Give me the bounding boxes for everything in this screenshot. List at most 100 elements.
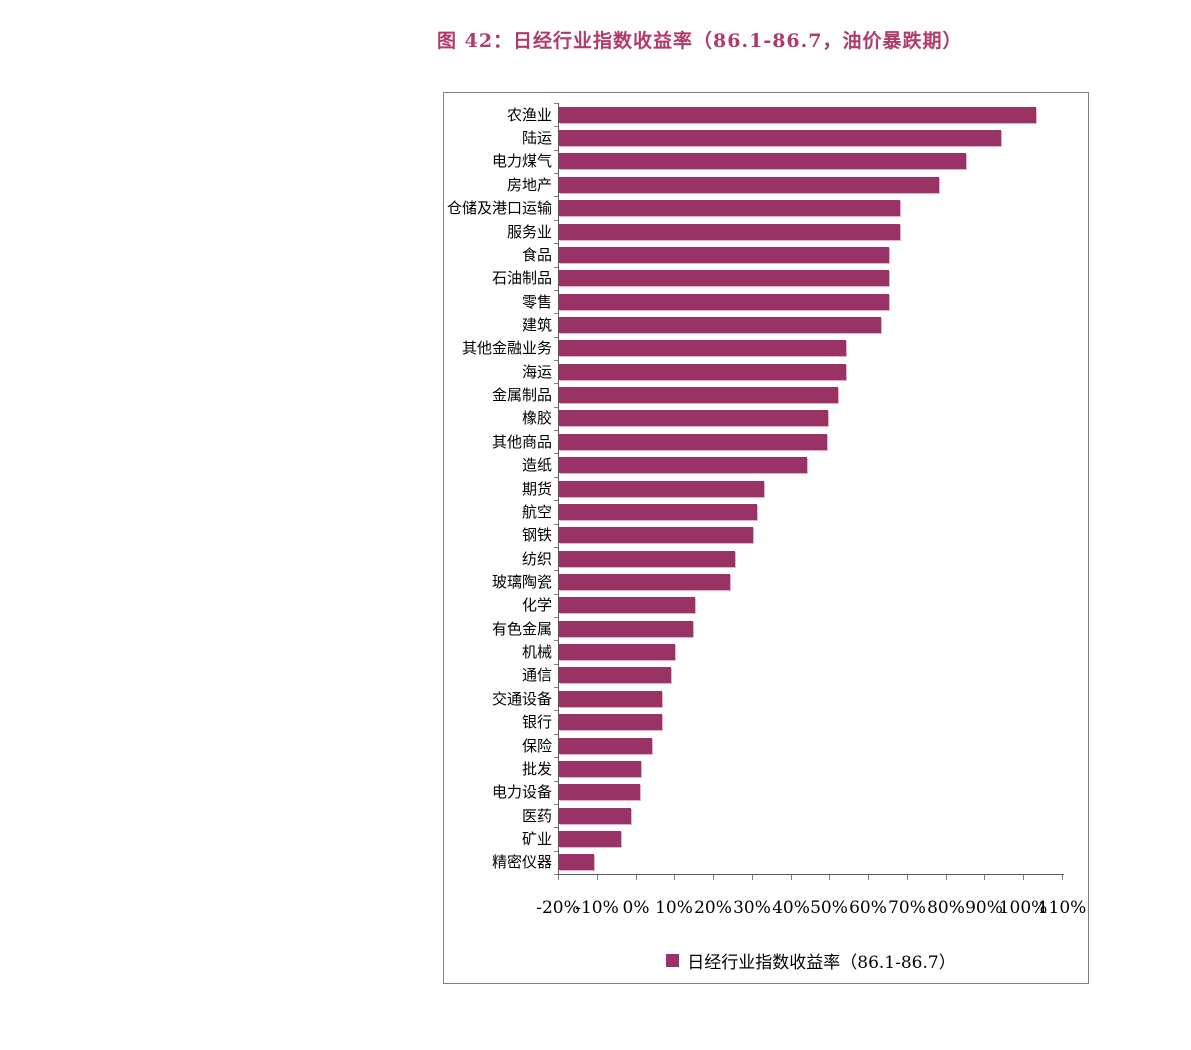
x-axis-tick (829, 875, 830, 880)
category-label: 建筑 (521, 315, 552, 334)
category-label: 钢铁 (521, 526, 552, 545)
y-axis-tick (554, 851, 558, 852)
category-label: 造纸 (521, 456, 552, 475)
bar-石油制品 (559, 270, 889, 287)
bar-医药 (559, 807, 631, 824)
x-axis-tick (984, 875, 985, 880)
x-axis-tick (1062, 875, 1063, 880)
x-axis-tick-label: -10% (575, 898, 619, 918)
category-label: 服务业 (506, 222, 552, 241)
y-axis-tick (554, 103, 558, 104)
y-axis-tick (554, 430, 558, 431)
bar-银行 (559, 714, 662, 731)
category-label: 其他商品 (491, 432, 552, 451)
category-label: 仓储及港口运输 (446, 199, 552, 218)
x-axis-tick (907, 875, 908, 880)
figure-title: 图 42：日经行业指数收益率（86.1-86.7，油价暴跌期） (437, 30, 963, 52)
y-axis-tick (554, 594, 558, 595)
category-label: 电力设备 (491, 783, 552, 802)
y-axis-tick (554, 267, 558, 268)
bar-航空 (559, 503, 757, 520)
category-label: 保险 (521, 736, 552, 755)
category-label: 橡胶 (521, 409, 552, 428)
y-axis-tick (554, 687, 558, 688)
x-axis-tick-label: 80% (927, 898, 965, 918)
y-axis-tick (554, 337, 558, 338)
category-label: 金属制品 (491, 386, 552, 405)
category-label: 零售 (521, 292, 552, 311)
y-axis-tick (554, 196, 558, 197)
x-axis-tick-label: 60% (849, 898, 887, 918)
category-label: 农渔业 (506, 105, 552, 124)
bar-化学 (559, 597, 695, 614)
bar-服务业 (559, 223, 900, 240)
bar-橡胶 (559, 410, 828, 427)
legend-marker-square (666, 953, 680, 967)
x-axis-tick-label: 50% (810, 898, 848, 918)
y-axis-tick (554, 290, 558, 291)
bar-零售 (559, 293, 889, 310)
y-axis-tick (554, 710, 558, 711)
bar-食品 (559, 246, 889, 263)
x-axis-tick-label: -20% (536, 898, 580, 918)
category-label: 矿业 (521, 829, 552, 848)
x-axis-tick (868, 875, 869, 880)
y-axis-tick (554, 243, 558, 244)
x-axis-tick-label: 70% (888, 898, 926, 918)
category-label: 有色金属 (491, 619, 552, 638)
bar-其他金融业务 (559, 340, 846, 357)
y-axis-tick (554, 360, 558, 361)
bar-造纸 (559, 457, 807, 474)
category-label: 纺织 (521, 549, 552, 568)
y-axis-tick (554, 640, 558, 641)
y-axis-tick (554, 477, 558, 478)
y-axis-tick (554, 407, 558, 408)
bar-农渔业 (559, 106, 1036, 123)
y-axis-tick (554, 757, 558, 758)
bar-通信 (559, 667, 671, 684)
y-axis-tick (554, 220, 558, 221)
bar-保险 (559, 737, 652, 754)
bar-机械 (559, 644, 675, 661)
bar-有色金属 (559, 620, 693, 637)
chart-box: 农渔业 陆运 电力煤气 房地产 仓储及港口运输 服务业 食品 石油制品 零售 建筑 其他金融业务 海运… (443, 92, 1089, 984)
x-axis-tick (636, 875, 637, 880)
bar-期货 (559, 480, 764, 497)
x-axis-tick-label: 110% (1037, 898, 1087, 918)
bar-其他商品 (559, 433, 827, 450)
category-label: 电力煤气 (491, 152, 552, 171)
x-axis-tick-label: 30% (733, 898, 771, 918)
category-label: 陆运 (521, 129, 552, 148)
x-axis-tick (597, 875, 598, 880)
y-axis-tick (554, 126, 558, 127)
y-axis-tick (554, 664, 558, 665)
category-label: 其他金融业务 (461, 339, 552, 358)
bar-电力设备 (559, 784, 640, 801)
x-axis-tick (713, 875, 714, 880)
x-axis-tick-label: 10% (655, 898, 693, 918)
y-axis-tick (554, 383, 558, 384)
bar-交通设备 (559, 690, 662, 707)
x-axis-tick (752, 875, 753, 880)
y-axis-tick (554, 524, 558, 525)
category-label: 通信 (521, 666, 552, 685)
category-label: 航空 (521, 502, 552, 521)
bar-钢铁 (559, 527, 753, 544)
category-label: 精密仪器 (491, 853, 552, 872)
x-axis-tick (558, 875, 559, 880)
y-axis-tick (554, 827, 558, 828)
x-axis-tick-label: 20% (694, 898, 732, 918)
y-axis-tick (554, 617, 558, 618)
y-axis-tick (554, 547, 558, 548)
y-axis-tick (554, 874, 558, 875)
y-axis-tick (554, 173, 558, 174)
bar-矿业 (559, 830, 621, 847)
legend: 日经行业指数收益率（86.1-86.7） (558, 949, 1064, 973)
x-axis-tick-label: 0% (622, 898, 650, 918)
y-axis-line (558, 103, 559, 874)
y-axis-tick (554, 313, 558, 314)
bar-批发 (559, 760, 641, 777)
category-label: 批发 (521, 759, 552, 778)
bar-精密仪器 (559, 854, 594, 871)
bar-海运 (559, 363, 846, 380)
